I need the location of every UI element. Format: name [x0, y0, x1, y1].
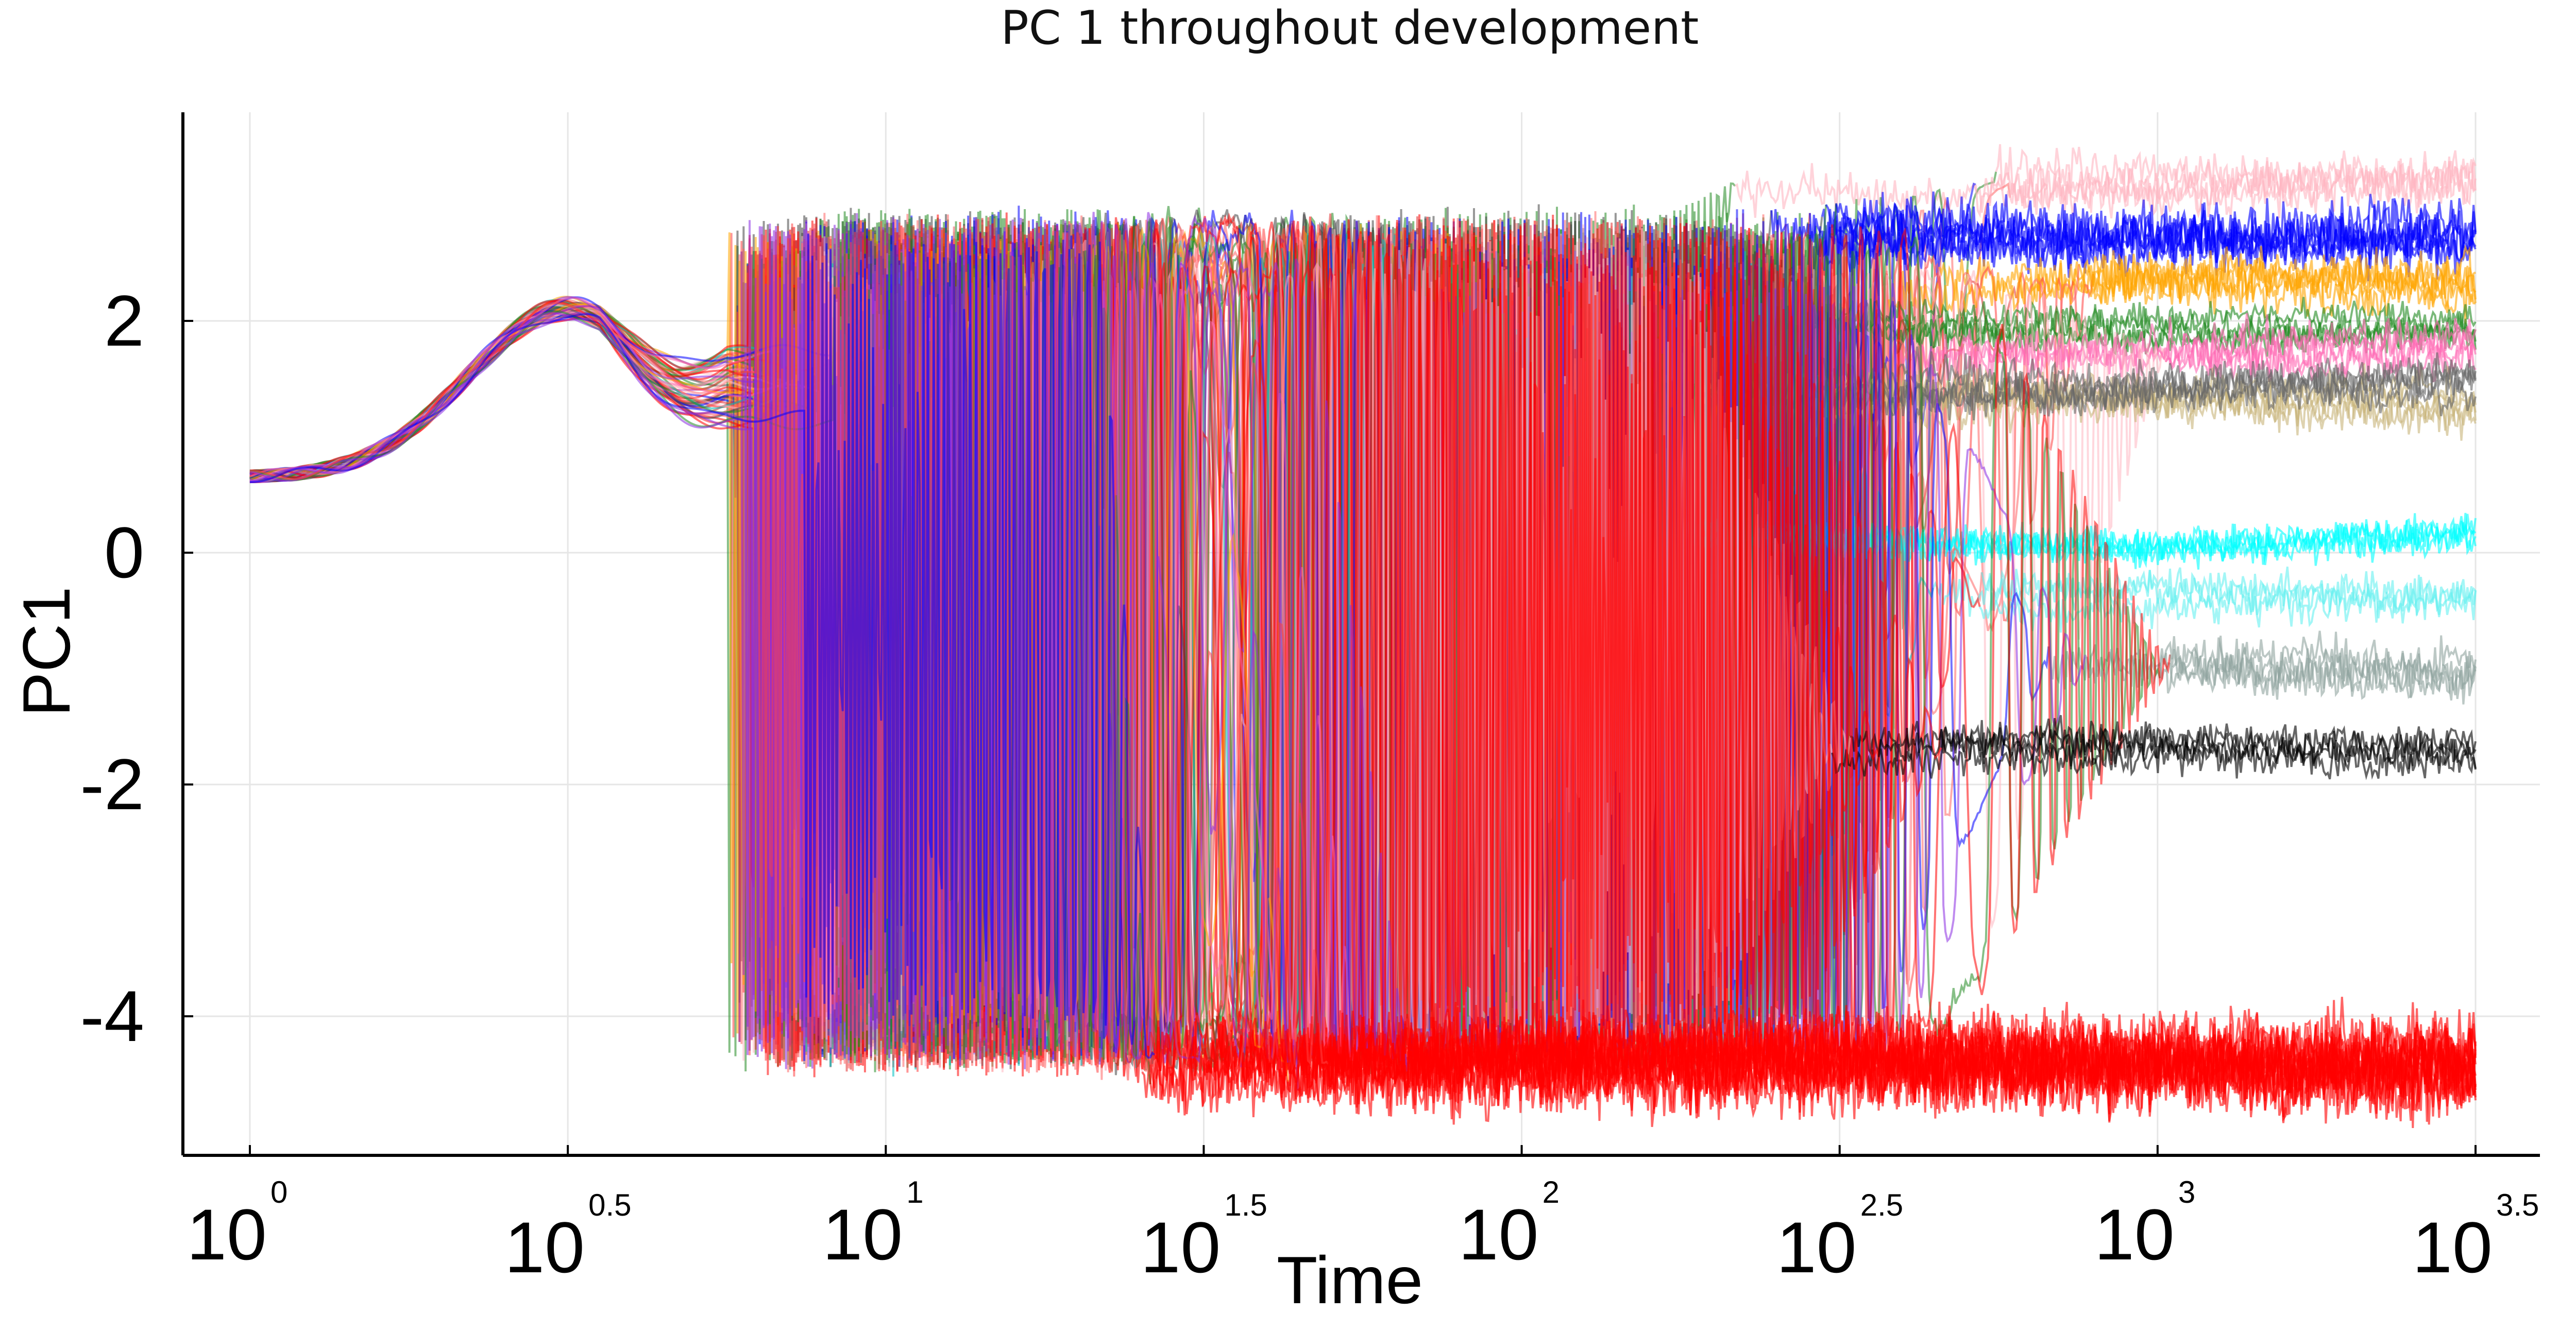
series-settled-gray-3: [2169, 637, 2477, 693]
x-tick-label: 10: [822, 1194, 903, 1275]
chart-title: PC 1 throughout development: [1001, 1, 1699, 55]
data-series: [249, 144, 2477, 1128]
x-tick-label: 10: [1141, 1207, 1221, 1288]
series-settled-pink-3: [1975, 157, 2477, 219]
x-tick-exponent: 0: [270, 1175, 287, 1209]
x-tick-exponent: 1.5: [1224, 1188, 1267, 1222]
x-tick-label: 10: [1459, 1194, 1539, 1275]
x-tick-exponent: 2.5: [1860, 1188, 1903, 1222]
y-tick-label: -2: [80, 744, 144, 825]
x-tick-exponent: 3.5: [2496, 1188, 2539, 1222]
series-settled-dimgray-3: [1817, 352, 2477, 421]
y-axis-label: PC1: [9, 587, 84, 717]
x-tick-label: 10: [1776, 1207, 1857, 1288]
x-tick-label: 10: [187, 1194, 267, 1275]
y-tick-label: -4: [80, 976, 144, 1056]
series-line-red-12: [249, 218, 1329, 1081]
series-settled-red-13: [1153, 999, 2477, 1117]
y-tick-label: 0: [104, 512, 144, 593]
x-tick-label: 10: [2094, 1194, 2175, 1275]
series-settled-lightcyan-1: [1932, 566, 2477, 618]
series-line-red-13: [249, 234, 1155, 1059]
x-tick-exponent: 1: [906, 1175, 923, 1209]
x-tick-exponent: 3: [2178, 1175, 2195, 1209]
series-settled-blue-5: [1835, 192, 2477, 282]
series-settled-pink-2: [2009, 159, 2477, 219]
y-tick-labels: 2 0 -2 -4: [80, 280, 193, 1056]
x-tick-label: 10: [504, 1207, 585, 1288]
series-settled-black-3: [1877, 723, 2477, 762]
x-tick-label: 10: [2412, 1207, 2493, 1288]
axes: [181, 112, 2540, 1157]
series-settled-orange-4: [2078, 246, 2477, 307]
x-axis-label: Time: [1277, 1242, 1423, 1318]
x-tick-exponent: 2: [1543, 1175, 1560, 1209]
x-tick-exponent: 0.5: [588, 1188, 631, 1222]
y-tick-label: 2: [104, 280, 144, 361]
series-settled-hotpink-3: [1914, 313, 2477, 377]
